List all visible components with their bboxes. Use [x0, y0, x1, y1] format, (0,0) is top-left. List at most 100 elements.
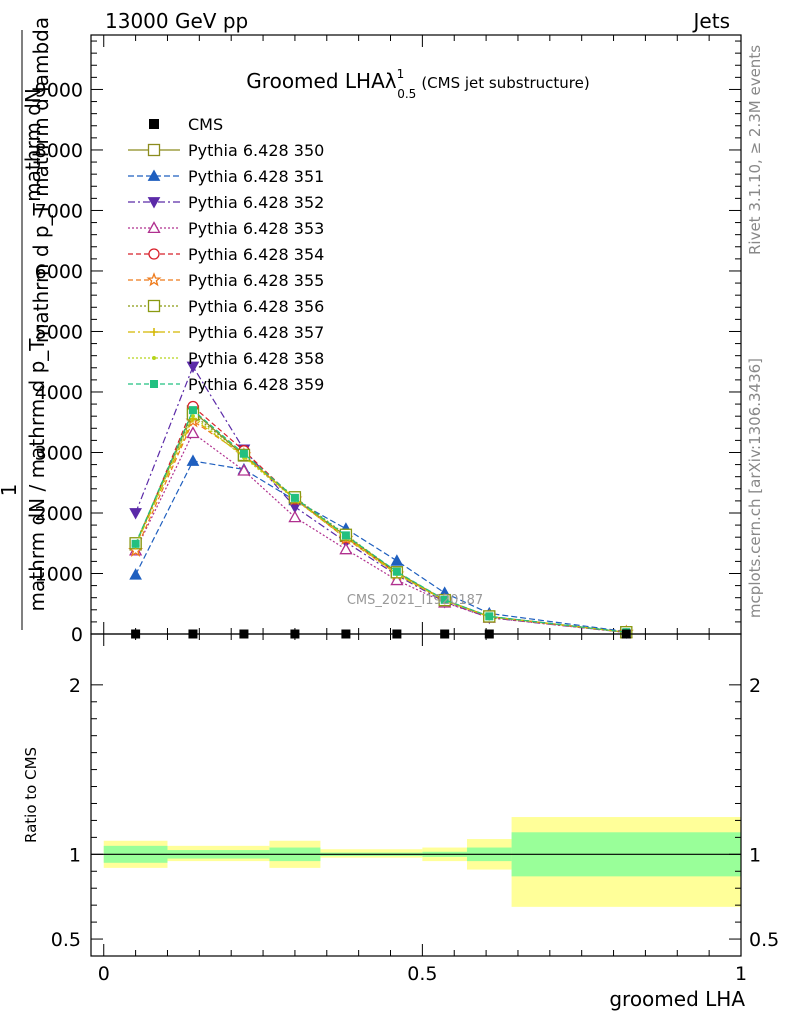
- legend-marker: [150, 328, 158, 336]
- ratio-plot-panel: 0.5 0.51 12 2 0 0.5 1 Ratio to CMS groomed LH…: [22, 633, 779, 1011]
- x-tick-label: 1: [735, 963, 747, 985]
- legend-entry: Pythia 6.428 353: [128, 219, 324, 238]
- legend-marker: [147, 169, 161, 181]
- rivet-version-label: Rivet 3.1.10, ≥ 2.3M events: [746, 45, 764, 255]
- ylabel-line-denominator: mathrm d p_T mathrm d lambda: [29, 17, 53, 343]
- series-group: [131, 406, 631, 637]
- legend-label: Pythia 6.428 350: [188, 141, 324, 160]
- series-point: [341, 531, 350, 540]
- ylabel-line-one: 1: [0, 484, 21, 497]
- main-y-axis-label: mathrm dN mathrm d p_T mathrm d lambda 1…: [0, 17, 53, 630]
- legend-label: Pythia 6.428 357: [188, 323, 324, 342]
- series-point: [288, 510, 302, 523]
- mcplots-label: mcplots.cern.ch [arXiv:1306.3436]: [746, 358, 764, 618]
- x-tick-label: 0.5: [407, 963, 437, 985]
- main-y-tick-label: 2000: [35, 503, 83, 525]
- legend-entry: Pythia 6.428 355: [128, 271, 324, 290]
- ratio-y-tick-label: 1: [69, 844, 81, 866]
- x-axis-label: groomed LHA: [609, 987, 745, 1011]
- ratio-y-axis-label: Ratio to CMS: [22, 747, 40, 843]
- legend-label: Pythia 6.428 353: [188, 219, 324, 238]
- plot-title-superscript: 1: [397, 67, 405, 81]
- legend-label: Pythia 6.428 355: [188, 271, 324, 290]
- series-point: [129, 568, 142, 580]
- legend-label: Pythia 6.428 359: [188, 375, 324, 394]
- legend: CMS Pythia 6.428 350 Pythia 6.428 351 Pythi…: [128, 115, 324, 394]
- legend-label: Pythia 6.428 351: [188, 167, 324, 186]
- main-y-tick-label: 9000: [35, 79, 83, 101]
- series-point: [188, 406, 197, 415]
- legend-label: Pythia 6.428 358: [188, 349, 324, 368]
- ratio-y-tick-label: 2: [69, 675, 81, 697]
- energy-label: 13000 GeV pp: [105, 9, 248, 33]
- series-point: [237, 463, 251, 476]
- legend-entry: Pythia 6.428 350: [128, 141, 324, 160]
- legend-entry: Pythia 6.428 359: [128, 375, 324, 394]
- ratio-y-axis: 0.5 0.5 1 1 2 2: [51, 675, 779, 951]
- legend-marker: [150, 380, 158, 388]
- series-point: [239, 449, 248, 458]
- series-point: [186, 361, 200, 374]
- legend-entry: Pythia 6.428 351: [128, 167, 324, 186]
- legend-entry: Pythia 6.428 354: [128, 245, 324, 264]
- plot-title-main: Groomed LHAλ: [246, 69, 396, 93]
- legend-marker: [147, 299, 161, 313]
- main-y-tick-label: 0: [71, 624, 83, 646]
- main-y-tick-label: 7000: [35, 200, 83, 222]
- legend-entry: Pythia 6.428 352: [128, 193, 324, 212]
- series-point: [290, 493, 299, 502]
- legend-marker: [146, 272, 162, 287]
- legend-entry: Pythia 6.428 358: [128, 349, 324, 368]
- ylabel-line-fraction: mathrm dN / mathrm d p_T: [25, 338, 49, 612]
- legend-label: Pythia 6.428 352: [188, 193, 324, 212]
- mc-series-layer: [128, 361, 634, 640]
- legend-label: Pythia 6.428 356: [188, 297, 324, 316]
- ratio-y-tick-label-right: 2: [749, 675, 761, 697]
- series-point: [186, 454, 200, 466]
- series-line: [135, 460, 627, 633]
- category-label: Jets: [692, 9, 730, 33]
- series-point: [129, 508, 142, 520]
- series-group: [129, 454, 633, 637]
- series-point: [186, 426, 200, 439]
- x-tick-label: 0: [98, 963, 110, 985]
- main-y-tick-label: 3000: [35, 442, 83, 464]
- plot-title-subscript: 0.5: [397, 87, 416, 101]
- main-plot-panel: 0 1000 2000 3000 4000 5000 6000 7000 8000 9000 CM…: [35, 34, 742, 646]
- plot-title: Groomed LHAλ1 0.5 (CMS jet substructure): [246, 67, 589, 101]
- series-point: [440, 595, 449, 604]
- legend-marker: [148, 248, 160, 260]
- series-point: [392, 567, 401, 576]
- legend-marker: [152, 356, 156, 360]
- legend-marker-cms: [149, 119, 159, 129]
- legend-marker: [147, 221, 161, 234]
- legend-marker: [147, 197, 161, 209]
- legend-label: CMS: [188, 115, 223, 134]
- analysis-watermark: CMS_2021_I1920187: [347, 593, 483, 608]
- series-point: [339, 542, 353, 555]
- plot-title-suffix: (CMS jet substructure): [421, 74, 589, 92]
- series-point: [390, 573, 404, 586]
- legend-entry-cms: CMS: [149, 115, 223, 134]
- series-point: [131, 539, 140, 548]
- ylabel-line-numerator: mathrm dN: [21, 88, 45, 202]
- x-axis: 0 0.5 1: [98, 634, 747, 985]
- main-y-tick-label: 1000: [35, 563, 83, 585]
- series-point: [390, 554, 404, 566]
- main-y-tick-label: 6000: [35, 261, 83, 283]
- ratio-y-tick-label: 0.5: [51, 929, 81, 951]
- ratio-y-tick-label-right: 1: [749, 844, 761, 866]
- legend-marker: [147, 143, 161, 157]
- legend-entry: Pythia 6.428 357: [128, 323, 324, 342]
- series-point: [190, 414, 195, 419]
- main-y-tick-label: 8000: [35, 140, 83, 162]
- main-y-axis: 0 1000 2000 3000 4000 5000 6000 7000 8000 9000: [35, 40, 741, 646]
- ratio-y-tick-label-right: 0.5: [749, 929, 779, 951]
- legend-entry: Pythia 6.428 356: [128, 297, 324, 316]
- series-point: [485, 612, 494, 621]
- legend-label: Pythia 6.428 354: [188, 245, 324, 264]
- main-y-tick-label: 5000: [35, 321, 83, 343]
- main-y-tick-label: 4000: [35, 382, 83, 404]
- ratio-uncertainty-bands: [103, 817, 741, 907]
